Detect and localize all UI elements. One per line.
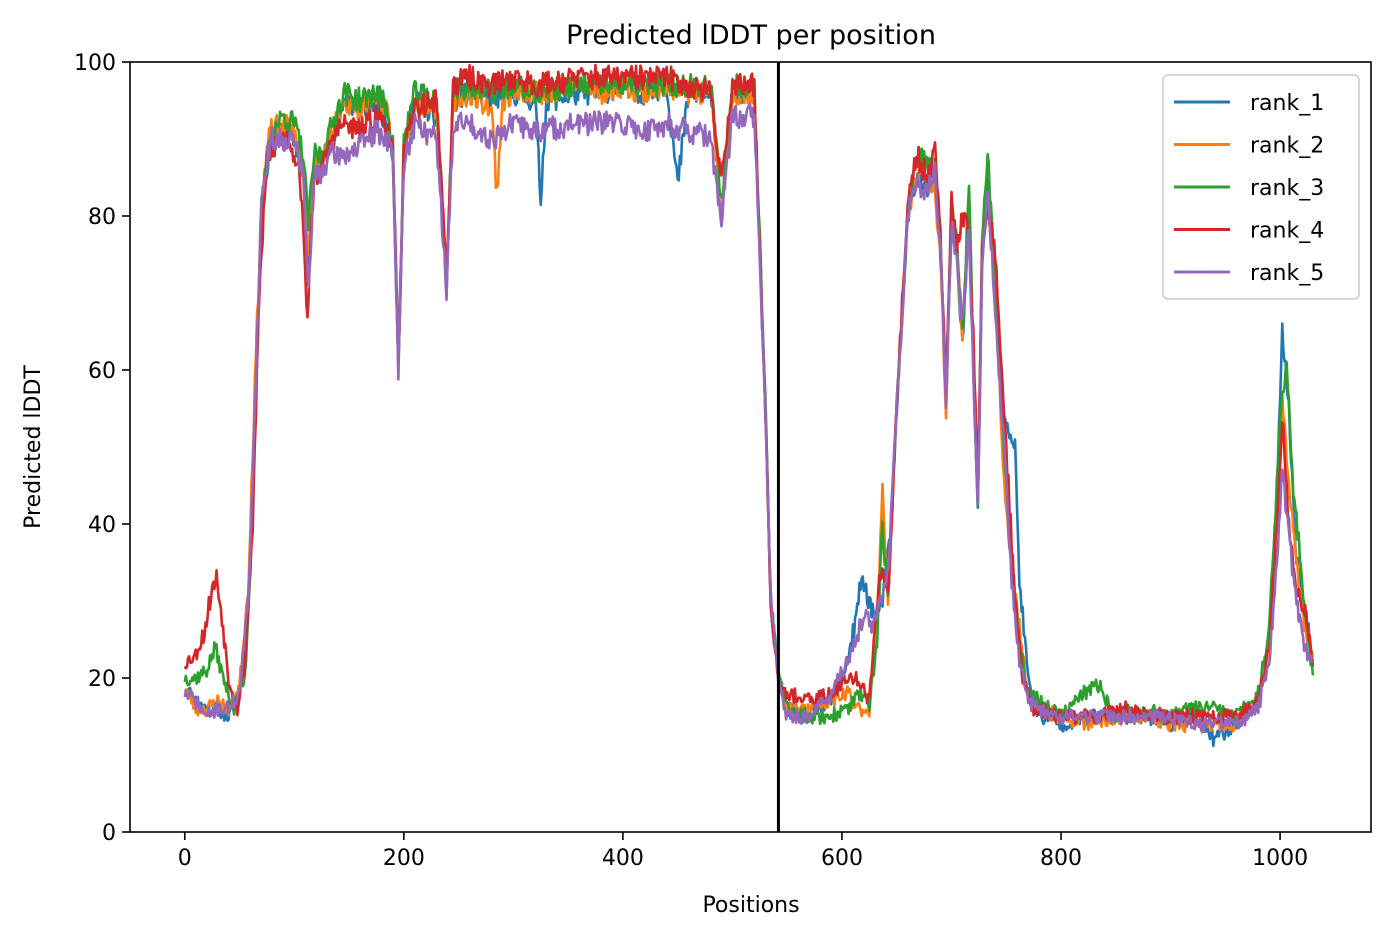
- y-tick-label: 80: [88, 205, 116, 230]
- legend-label-rank_1: rank_1: [1250, 91, 1324, 116]
- series-layer: [183, 62, 1315, 832]
- series-line-rank_5: [183, 102, 1315, 734]
- legend-label-rank_2: rank_2: [1250, 134, 1324, 159]
- y-tick-label: 0: [102, 821, 116, 846]
- legend-label-rank_3: rank_3: [1250, 176, 1324, 201]
- y-tick-label: 20: [88, 667, 116, 692]
- plot-frame: [129, 61, 1372, 833]
- x-tick-label: 600: [821, 846, 863, 871]
- x-tick-label: 800: [1040, 846, 1082, 871]
- y-axis-label: Predicted lDDT: [21, 365, 46, 529]
- legend-label-rank_5: rank_5: [1250, 261, 1324, 286]
- x-tick-label: 0: [178, 846, 192, 871]
- x-tick-label: 200: [383, 846, 425, 871]
- legend: rank_1 rank_2 rank_3 rank_4 rank_5: [1162, 74, 1360, 300]
- x-tick-label: 1000: [1252, 846, 1308, 871]
- legend-box: [1162, 74, 1360, 300]
- y-tick-label: 40: [88, 513, 116, 538]
- x-tick-label: 400: [602, 846, 644, 871]
- legend-label-rank_4: rank_4: [1250, 219, 1324, 244]
- y-tick-label: 60: [88, 359, 116, 384]
- x-axis-label: Positions: [702, 893, 799, 918]
- y-tick-label: 100: [74, 51, 116, 76]
- axes-layer: 0 200 400 600 800 1000 0 20 40 60 80 100: [74, 51, 1372, 871]
- chart-title: Predicted lDDT per position: [566, 20, 936, 51]
